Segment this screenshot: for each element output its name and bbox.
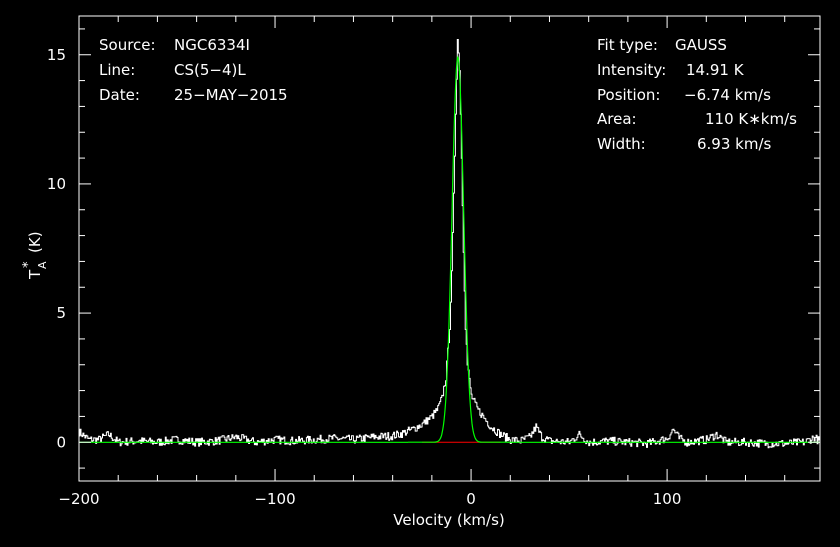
info-area-key: Area: <box>597 110 637 128</box>
y-axis-label-sup: * <box>21 261 36 268</box>
y-tick-label: 10 <box>47 175 66 193</box>
x-axis-label: Velocity (km/s) <box>393 511 504 529</box>
info-left-block: Source: NGC6334I Line: CS(5−4)L Date: 25… <box>99 36 288 104</box>
plot-frame <box>78 15 821 482</box>
y-tick-label: 15 <box>47 46 66 64</box>
info-position-value: −6.74 km/s <box>684 86 771 104</box>
y-axis-label: T A * (K) <box>21 231 49 280</box>
x-tick-label: −200 <box>58 490 99 508</box>
info-width-value: 6.93 km/s <box>697 135 772 153</box>
gaussian-fit-line <box>79 55 820 443</box>
info-position-key: Position: <box>597 86 660 104</box>
spectrum-line <box>79 39 820 449</box>
info-source-key: Source: <box>99 36 156 54</box>
info-intensity-value: 14.91 K <box>686 61 745 79</box>
y-axis-label-main: T <box>26 269 44 280</box>
info-fit-type-value: GAUSS <box>675 36 727 54</box>
info-line-key: Line: <box>99 61 135 79</box>
info-date-key: Date: <box>99 86 140 104</box>
y-axis-label-unit: (K) <box>26 231 44 253</box>
info-area-value: 110 K∗km/s <box>705 110 797 128</box>
info-right-block: Fit type: GAUSS Intensity: 14.91 K Posit… <box>597 36 797 153</box>
info-fit-type-key: Fit type: <box>597 36 658 54</box>
x-tick-label: 100 <box>653 490 682 508</box>
info-intensity-key: Intensity: <box>597 61 666 79</box>
info-source-value: NGC6334I <box>174 36 250 54</box>
y-axis-label-sub: A <box>36 261 49 269</box>
info-width-key: Width: <box>597 135 646 153</box>
x-tick-label: −100 <box>254 490 295 508</box>
y-tick-label: 5 <box>56 304 66 322</box>
info-date-value: 25−MAY−2015 <box>174 86 288 104</box>
x-tick-label: 0 <box>466 490 476 508</box>
y-tick-label: 0 <box>56 433 66 451</box>
info-line-value: CS(5−4)L <box>174 61 246 79</box>
